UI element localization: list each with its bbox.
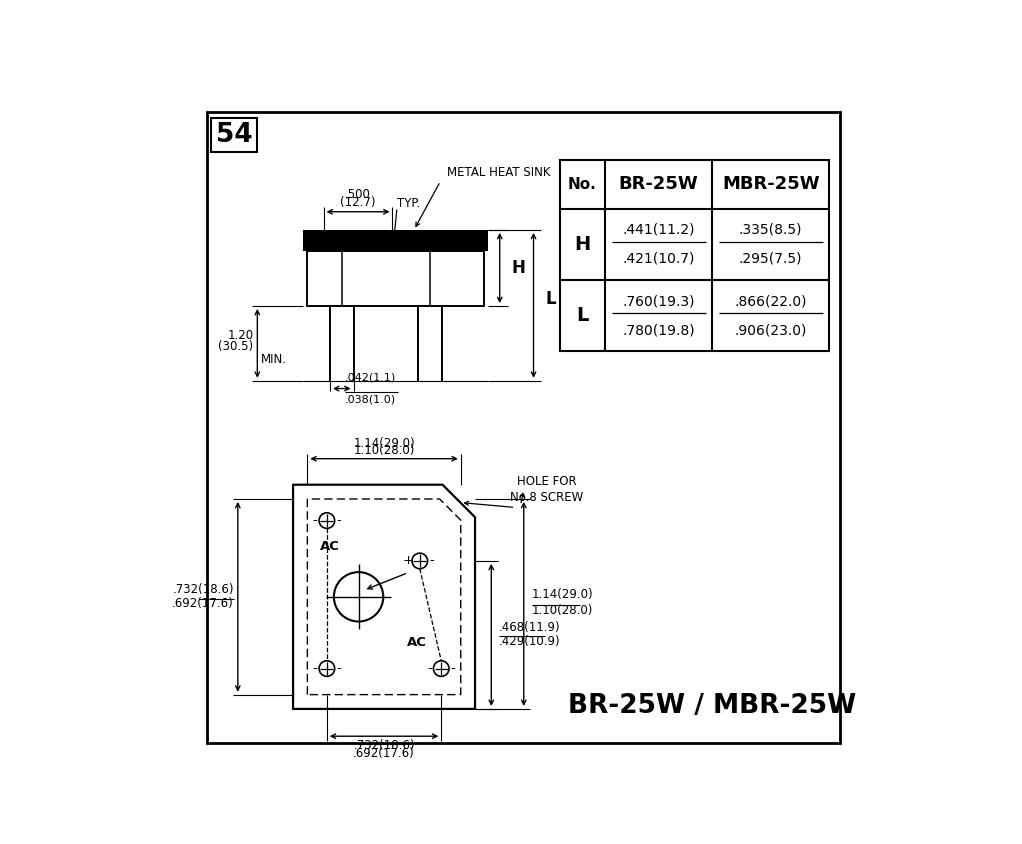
- Text: 1.14(29.0): 1.14(29.0): [531, 588, 593, 602]
- Text: No.: No.: [568, 176, 597, 192]
- Text: .429(10.9): .429(10.9): [499, 635, 561, 648]
- Text: (30.5): (30.5): [219, 340, 253, 353]
- Text: L: L: [576, 306, 589, 325]
- Text: H: H: [511, 259, 525, 277]
- Bar: [559, 160, 829, 351]
- Text: 1.14(29.0): 1.14(29.0): [354, 436, 415, 450]
- Text: .295(7.5): .295(7.5): [739, 252, 802, 266]
- Text: .906(23.0): .906(23.0): [735, 323, 807, 337]
- Text: -: -: [313, 514, 318, 528]
- Text: .500: .500: [345, 188, 371, 202]
- Text: .692(17.6): .692(17.6): [354, 747, 415, 760]
- Bar: [307, 251, 484, 306]
- Text: -: -: [336, 662, 341, 675]
- Text: -: -: [429, 555, 434, 567]
- Text: .038(1.0): .038(1.0): [345, 394, 397, 404]
- Text: BR-25W / MBR-25W: BR-25W / MBR-25W: [568, 693, 856, 719]
- Text: -: -: [451, 662, 456, 675]
- Text: -: -: [427, 662, 432, 675]
- Text: .760(19.3): .760(19.3): [622, 295, 695, 308]
- Text: 1.20: 1.20: [227, 329, 253, 342]
- Text: HOLE FOR: HOLE FOR: [517, 475, 576, 488]
- Text: .692(17.6): .692(17.6): [172, 597, 234, 610]
- Text: BR-25W: BR-25W: [618, 176, 698, 193]
- Text: L: L: [545, 289, 556, 308]
- Text: .441(11.2): .441(11.2): [622, 223, 695, 237]
- Text: .421(10.7): .421(10.7): [622, 252, 695, 266]
- Text: .335(8.5): .335(8.5): [739, 223, 802, 237]
- Text: 54: 54: [216, 122, 252, 148]
- Text: -: -: [336, 514, 341, 528]
- Bar: [303, 230, 489, 251]
- Text: TYP.: TYP.: [398, 197, 420, 210]
- Text: MBR-25W: MBR-25W: [722, 176, 820, 193]
- Text: AC: AC: [407, 636, 426, 649]
- Text: No.8 SCREW: No.8 SCREW: [510, 491, 584, 504]
- Text: -: -: [313, 662, 318, 675]
- Text: .468(11.9): .468(11.9): [499, 620, 561, 634]
- Text: .042(1.1): .042(1.1): [345, 373, 397, 382]
- Text: H: H: [574, 235, 591, 254]
- Text: MIN.: MIN.: [261, 353, 286, 366]
- Text: (12.7): (12.7): [340, 196, 376, 209]
- Text: .780(19.8): .780(19.8): [622, 323, 695, 337]
- Text: METAL HEAT SINK: METAL HEAT SINK: [447, 165, 551, 179]
- Text: .732(18.6): .732(18.6): [173, 582, 234, 596]
- Text: .732(18.6): .732(18.6): [354, 738, 415, 752]
- Text: .866(22.0): .866(22.0): [735, 295, 807, 308]
- Text: 1.10(28.0): 1.10(28.0): [531, 604, 593, 617]
- Text: 1.10(28.0): 1.10(28.0): [354, 444, 415, 457]
- Text: +: +: [403, 555, 414, 567]
- Bar: [211, 118, 258, 152]
- Text: AC: AC: [320, 540, 340, 553]
